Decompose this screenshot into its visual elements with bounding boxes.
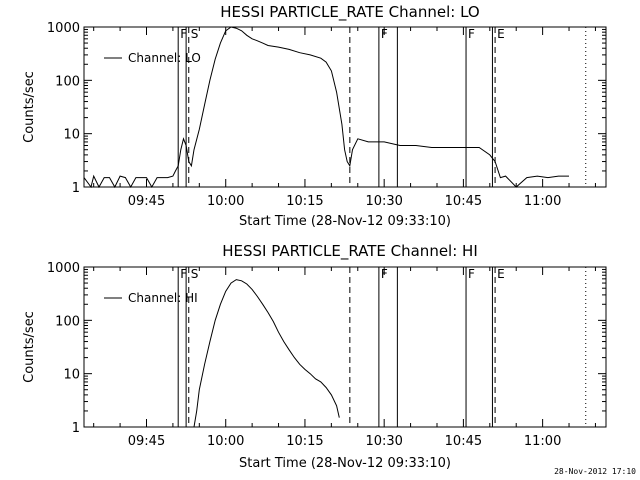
y-axis-label: Counts/sec — [22, 311, 37, 383]
chart-panel-hi: HESSI PARTICLE_RATE Channel: HI Counts/s… — [22, 242, 607, 471]
event-marker-label: E — [497, 27, 505, 41]
y-tick-label: 1 — [72, 421, 80, 436]
event-marker-label: E — [497, 267, 505, 281]
x-tick-label: 11:00 — [524, 194, 561, 209]
series-line — [83, 26, 569, 189]
plot-frame — [83, 266, 607, 428]
chart-panel-lo: HESSI PARTICLE_RATE Channel: LO Counts/s… — [22, 3, 607, 229]
event-marker-label: F — [381, 267, 388, 281]
x-tick-label: 10:15 — [286, 434, 323, 449]
x-tick-label: 11:00 — [524, 434, 561, 449]
event-marker-label: S — [191, 27, 199, 41]
event-marker-label: S — [191, 267, 199, 281]
event-marker-label: F — [468, 27, 475, 41]
y-tick-label: 1000 — [47, 261, 80, 276]
legend: Channel: HI — [104, 291, 198, 305]
x-tick-label: 10:00 — [207, 434, 244, 449]
x-axis-label: Start Time (28-Nov-12 09:33:10) — [239, 214, 451, 229]
x-axis-label: Start Time (28-Nov-12 09:33:10) — [239, 456, 451, 471]
chart-title: HESSI PARTICLE_RATE Channel: LO — [220, 3, 479, 22]
x-tick-label: 09:45 — [128, 194, 165, 209]
event-marker-label: F — [381, 27, 388, 41]
legend: Channel: LO — [104, 51, 201, 65]
legend-entry: Channel: HI — [128, 291, 198, 305]
series-line — [193, 279, 340, 428]
y-tick-label: 1 — [72, 181, 80, 196]
x-tick-label: 10:30 — [365, 434, 402, 449]
y-tick-label: 100 — [55, 74, 80, 89]
event-marker-label: F — [180, 27, 187, 41]
event-marker-label: F — [180, 267, 187, 281]
y-tick-label: 10 — [63, 128, 80, 143]
legend-entry: Channel: LO — [128, 51, 201, 65]
x-tick-label: 10:15 — [286, 194, 323, 209]
y-tick-label: 100 — [55, 314, 80, 329]
x-tick-label: 10:00 — [207, 194, 244, 209]
x-tick-label: 10:45 — [445, 194, 482, 209]
timestamp: 28-Nov-2012 17:10 — [554, 467, 636, 476]
event-marker-label: F — [468, 267, 475, 281]
y-tick-label: 10 — [63, 368, 80, 383]
x-tick-label: 10:30 — [365, 194, 402, 209]
y-axis-label: Counts/sec — [22, 71, 37, 143]
x-tick-label: 10:45 — [445, 434, 482, 449]
chart-title: HESSI PARTICLE_RATE Channel: HI — [222, 242, 478, 261]
plot-frame — [83, 26, 607, 188]
y-tick-label: 1000 — [47, 21, 80, 36]
x-tick-label: 09:45 — [128, 434, 165, 449]
